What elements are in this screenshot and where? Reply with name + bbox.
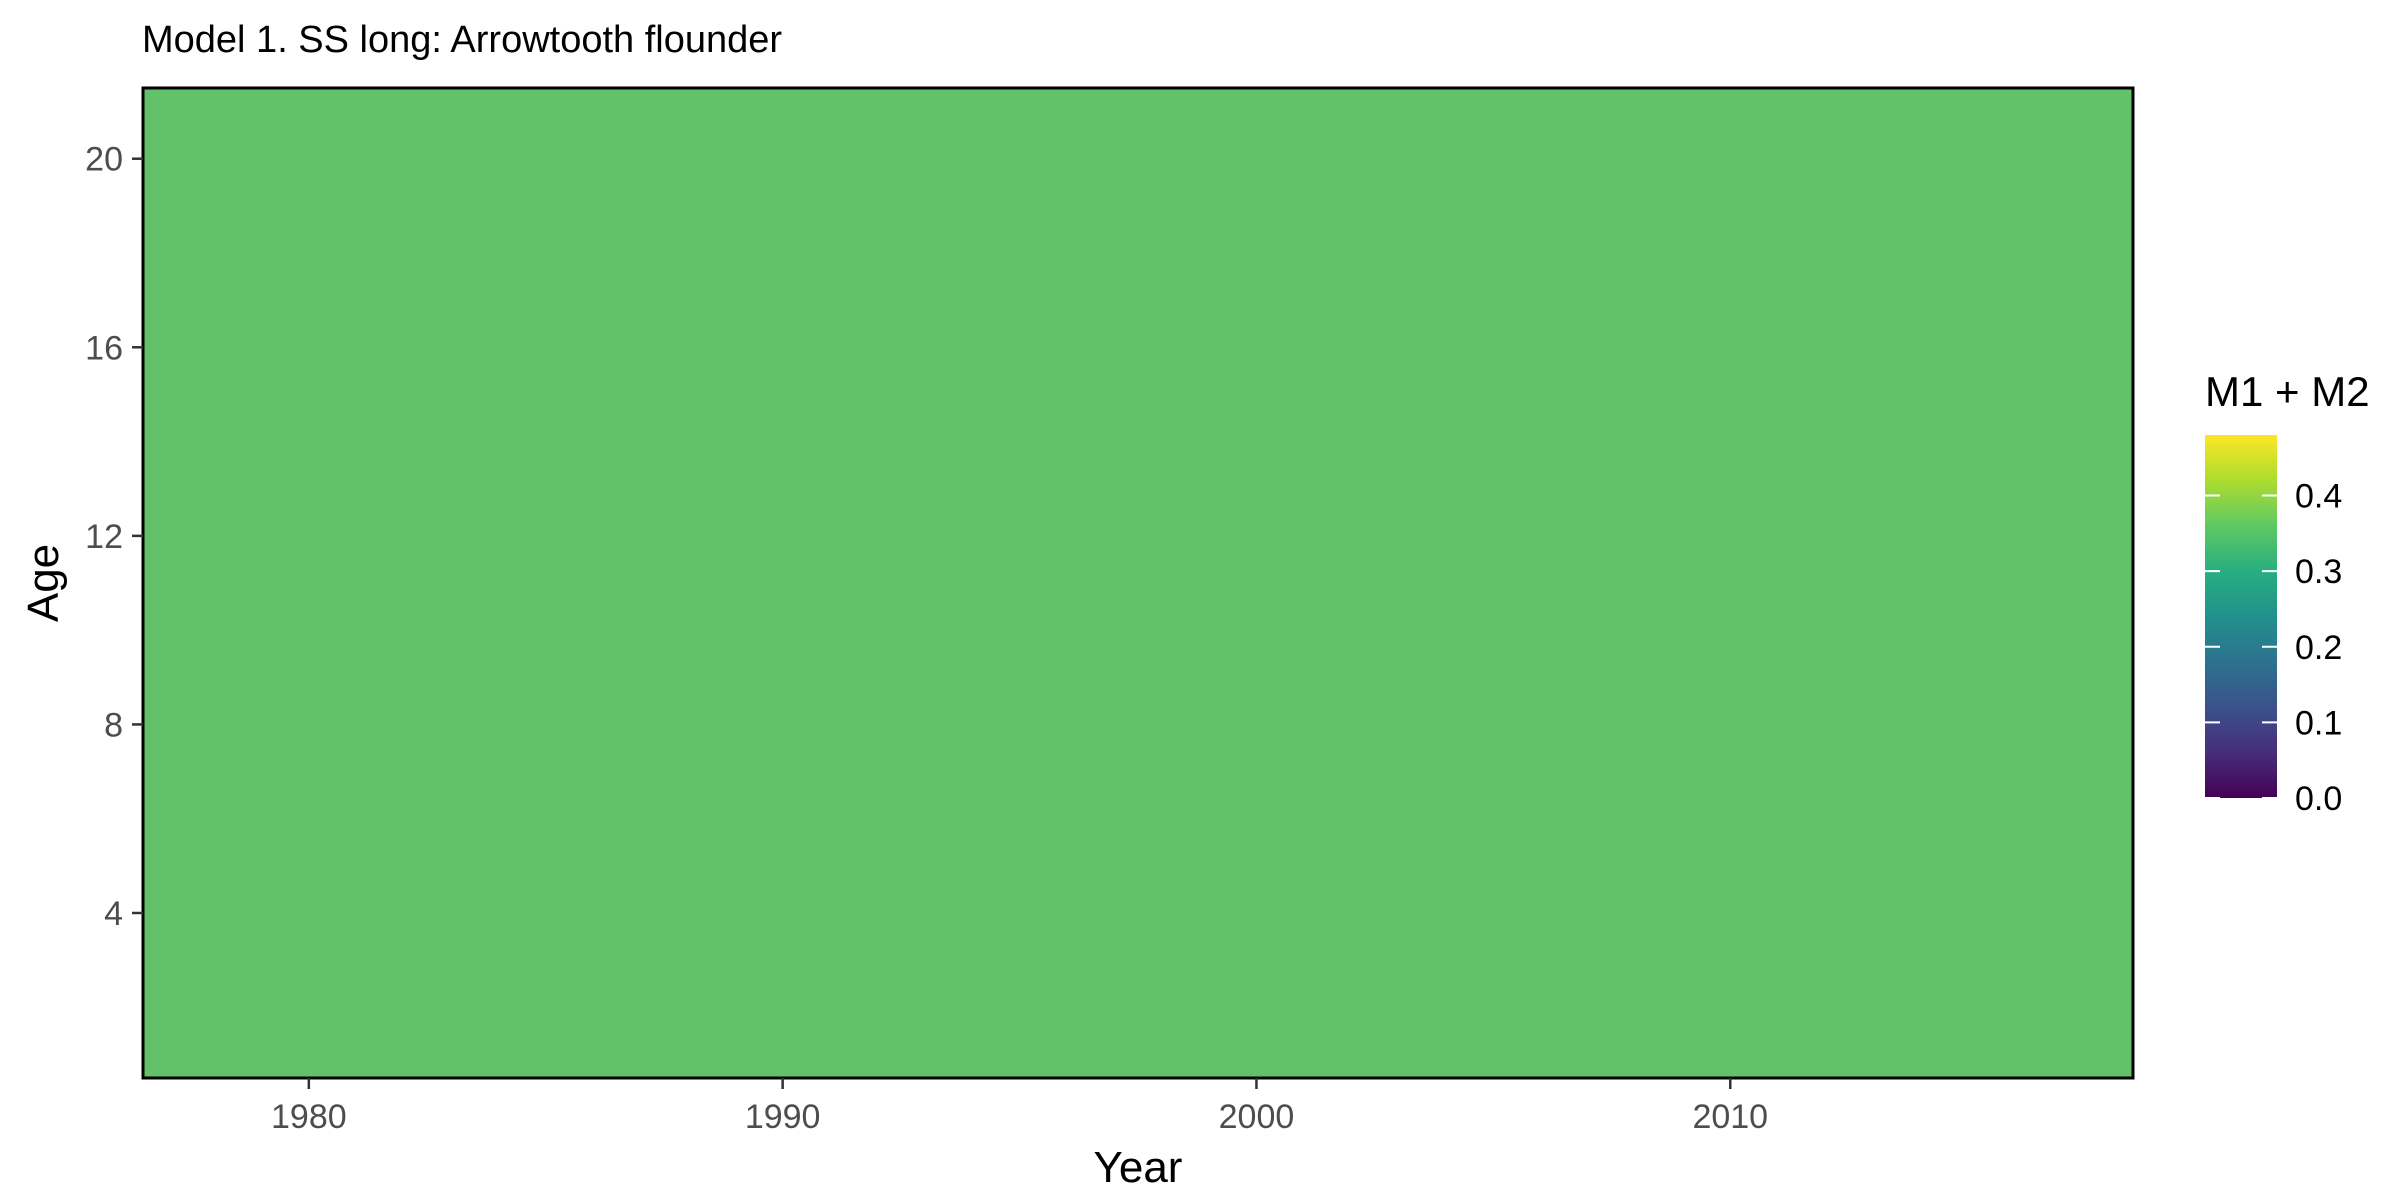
legend-tick-label: 0.2	[2295, 629, 2342, 667]
x-tick-label: 1990	[745, 1098, 821, 1136]
x-axis-title: Year	[1094, 1143, 1183, 1192]
heatmap-cells	[143, 88, 2133, 1078]
heatmap-cell-block	[143, 88, 2133, 1078]
y-tick-label: 8	[104, 706, 123, 744]
x-axis: 1980 1990 2000 2010	[271, 1078, 1768, 1136]
legend-title: M1 + M2	[2205, 368, 2370, 415]
legend: M1 + M2 0.0 0.1 0.2 0.3 0.4	[2205, 368, 2370, 818]
plot-panel-border	[141, 86, 2135, 1080]
legend-tick-label: 0.0	[2295, 780, 2342, 818]
y-tick-label: 16	[85, 329, 123, 367]
x-tick-label: 1980	[271, 1098, 347, 1136]
legend-tick-label: 0.3	[2295, 553, 2342, 591]
chart-title: Model 1. SS long: Arrowtooth flounder	[142, 19, 782, 61]
x-tick-label: 2010	[1692, 1098, 1768, 1136]
legend-tick-label: 0.4	[2295, 478, 2342, 516]
legend-colorbar	[2205, 435, 2277, 798]
legend-tick-label: 0.1	[2295, 704, 2342, 742]
y-tick-label: 12	[85, 518, 123, 556]
y-axis-title: Age	[19, 544, 68, 622]
y-tick-label: 4	[104, 895, 123, 933]
legend-ticks: 0.0 0.1 0.2 0.3 0.4	[2205, 478, 2342, 818]
x-tick-label: 2000	[1219, 1098, 1295, 1136]
y-axis: 4 8 12 16 20	[85, 141, 143, 933]
y-tick-label: 20	[85, 141, 123, 179]
